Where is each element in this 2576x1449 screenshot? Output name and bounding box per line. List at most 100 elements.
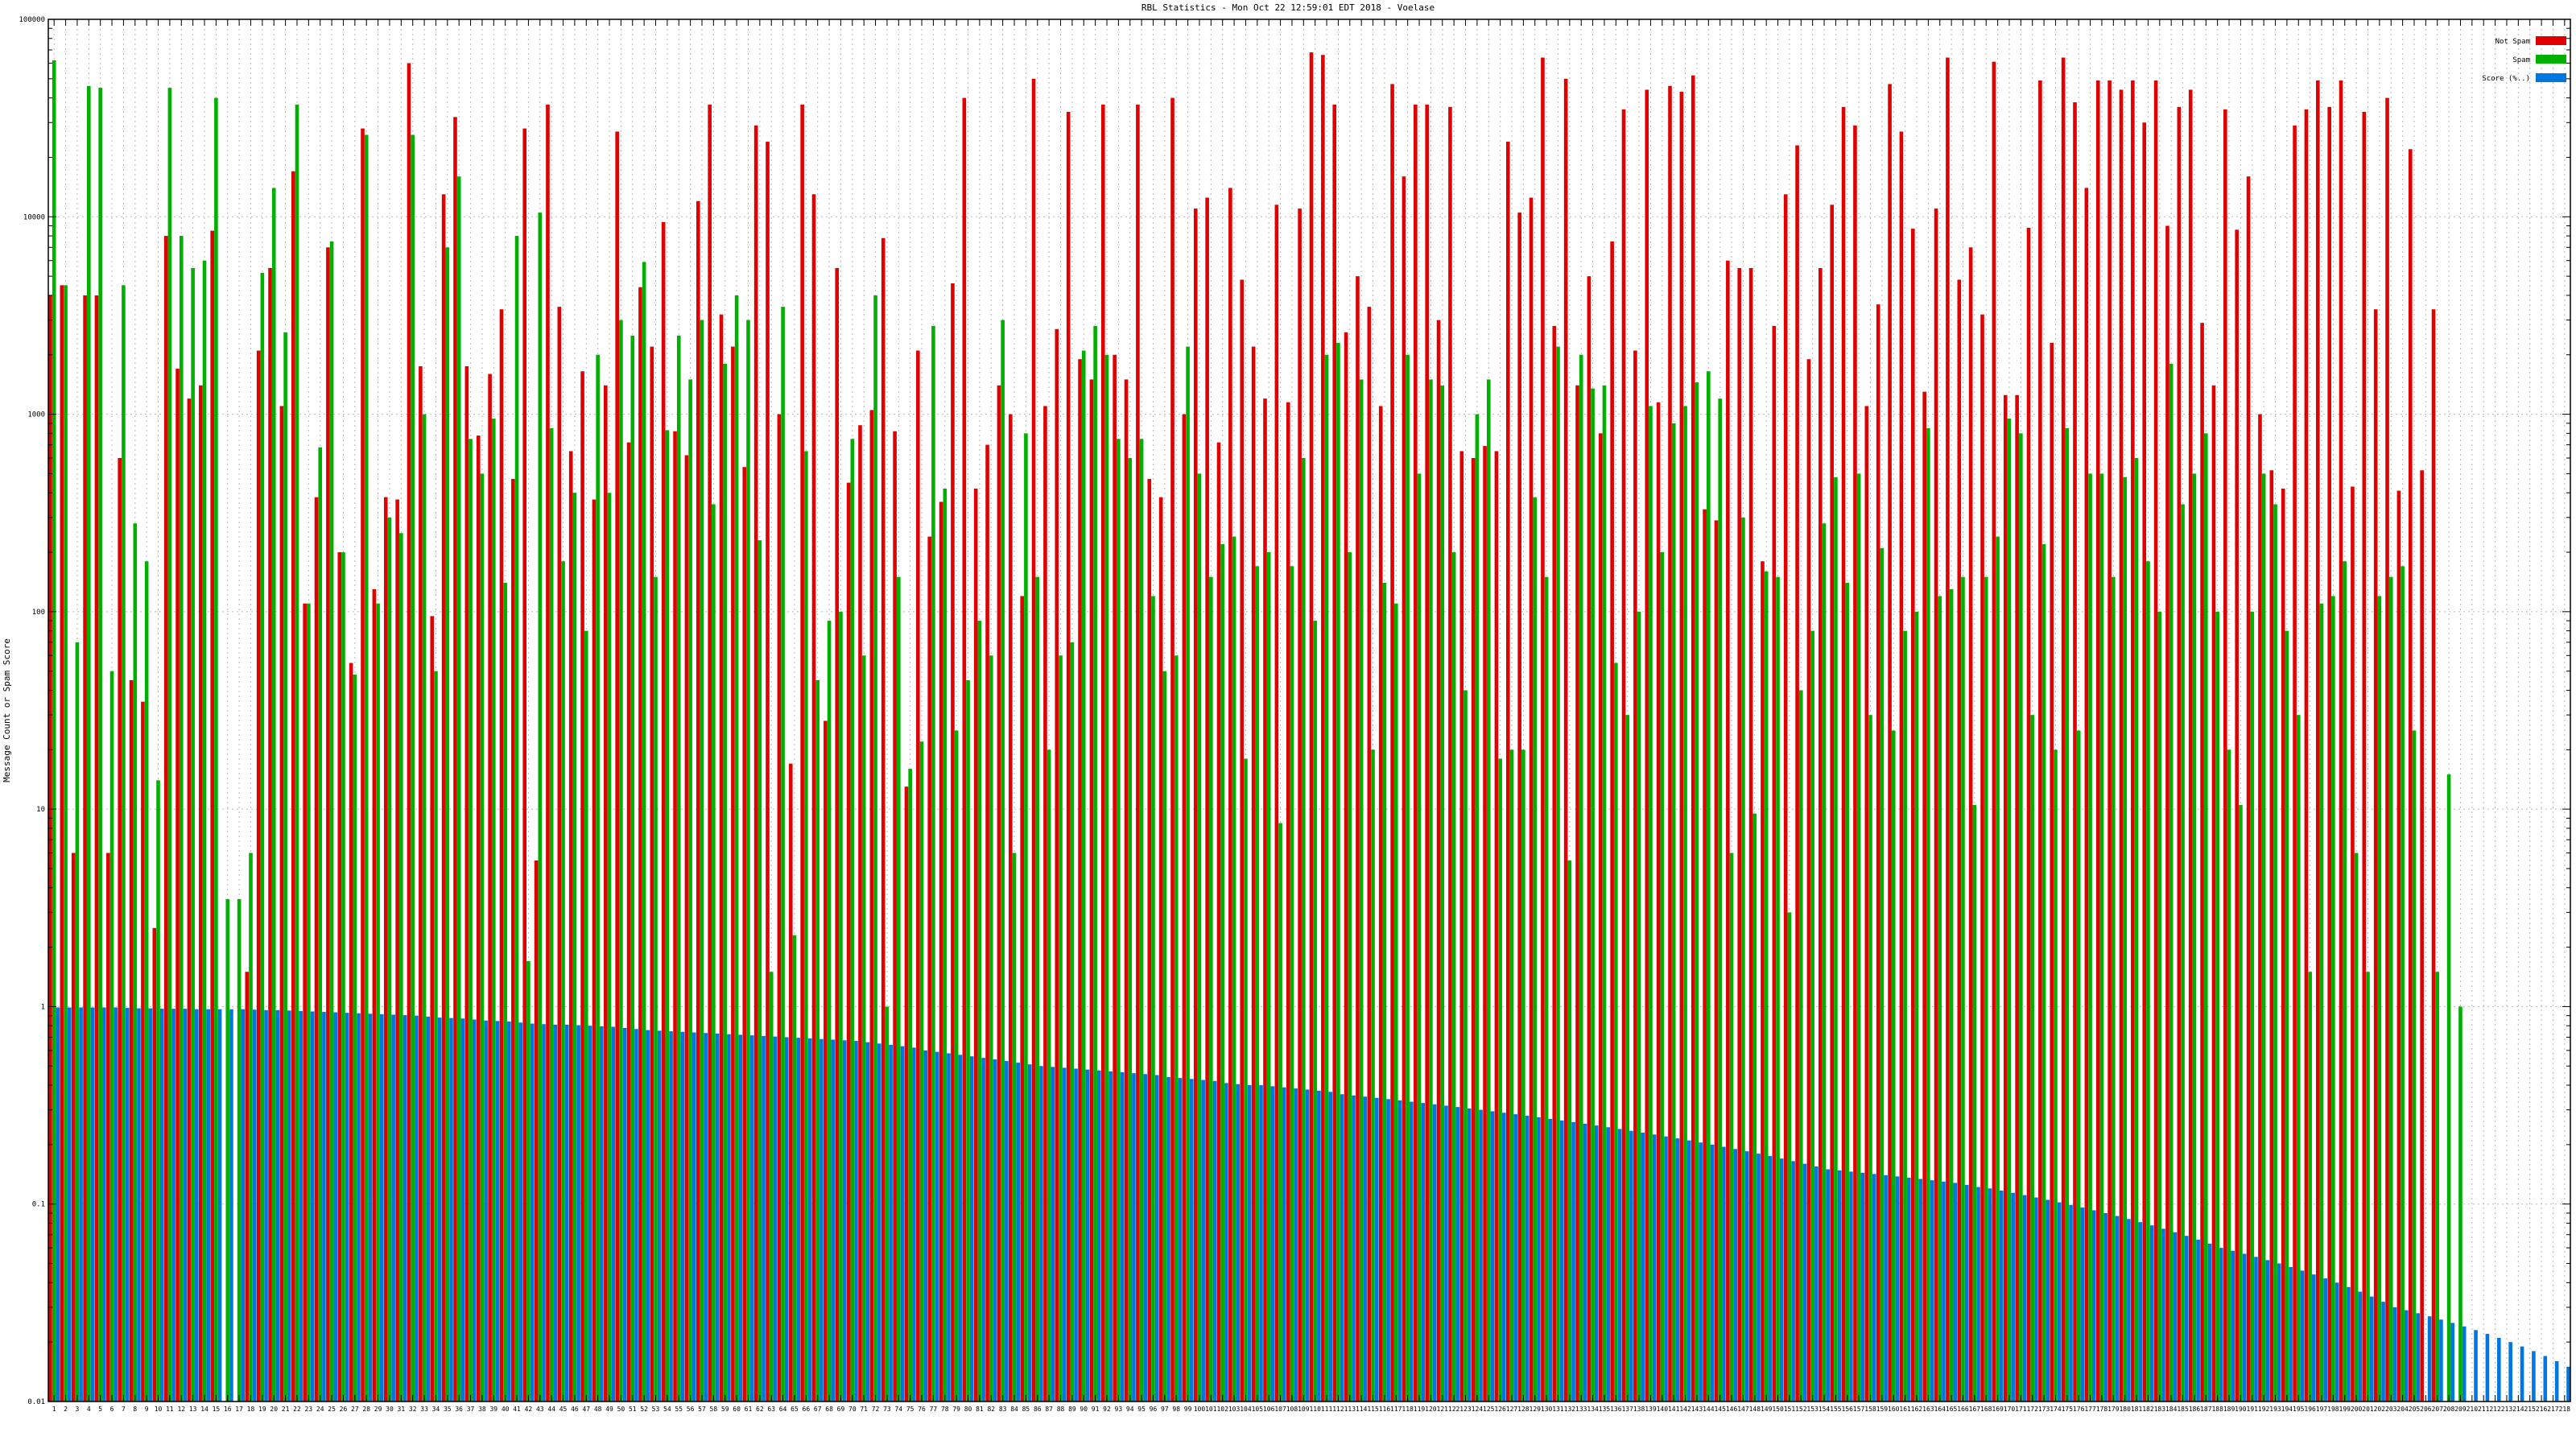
bar-score xyxy=(2277,1263,2281,1402)
x-tick-label: 30 xyxy=(386,1406,394,1413)
bar-score xyxy=(1988,1188,1992,1402)
bar-score xyxy=(1699,1142,1703,1402)
bar-score xyxy=(2207,1243,2212,1402)
bar-spam xyxy=(2157,611,2162,1402)
bar-not-spam xyxy=(997,385,1001,1402)
x-tick-label: 3 xyxy=(76,1406,80,1413)
bar-score xyxy=(1953,1183,1958,1402)
bar-not-spam xyxy=(2038,80,2042,1402)
bar-score xyxy=(1282,1087,1286,1402)
bar-spam xyxy=(214,97,218,1402)
x-tick-label: 24 xyxy=(316,1406,324,1413)
bar-spam xyxy=(1104,354,1109,1402)
bar-not-spam xyxy=(835,267,840,1402)
bar-spam xyxy=(2239,804,2243,1402)
bar-not-spam xyxy=(1078,359,1082,1402)
bar-spam xyxy=(839,611,843,1402)
bar-not-spam xyxy=(777,414,782,1402)
x-tick-label: 33 xyxy=(420,1406,428,1413)
x-tick-label: 161 xyxy=(1899,1406,1911,1413)
bar-score xyxy=(1722,1146,1726,1402)
bar-not-spam xyxy=(522,128,527,1402)
bar-score xyxy=(299,1010,303,1402)
x-tick-label: 157 xyxy=(1853,1406,1865,1413)
bar-spam xyxy=(1938,596,1942,1402)
bar-score xyxy=(1976,1187,1980,1402)
bar-not-spam xyxy=(962,97,967,1402)
bar-not-spam xyxy=(2200,323,2204,1402)
bar-spam xyxy=(1810,630,1814,1402)
x-tick-label: 105 xyxy=(1252,1406,1264,1413)
x-tick-label: 69 xyxy=(837,1406,845,1413)
x-tick-label: 47 xyxy=(582,1406,590,1413)
x-tick-label: 102 xyxy=(1216,1406,1228,1413)
x-tick-label: 59 xyxy=(721,1406,729,1413)
x-tick-label: 86 xyxy=(1034,1406,1042,1413)
bar-not-spam xyxy=(419,365,423,1402)
bar-not-spam xyxy=(279,406,284,1402)
bar-spam xyxy=(1393,603,1398,1402)
bar-score xyxy=(1247,1085,1252,1402)
x-tick-label: 160 xyxy=(1888,1406,1900,1413)
bar-not-spam xyxy=(1541,57,1545,1402)
bar-spam xyxy=(1278,823,1282,1402)
x-tick-label: 55 xyxy=(675,1406,683,1413)
bar-spam xyxy=(1371,749,1375,1402)
x-tick-label: 87 xyxy=(1045,1406,1053,1413)
bar-not-spam xyxy=(1610,241,1614,1402)
x-tick-label: 96 xyxy=(1150,1406,1158,1413)
bar-score xyxy=(1397,1100,1402,1402)
bar-score xyxy=(1571,1121,1575,1402)
bar-score xyxy=(217,1009,222,1402)
x-tick-label: 119 xyxy=(1414,1406,1426,1413)
bar-score xyxy=(2462,1326,2467,1402)
x-tick-label: 216 xyxy=(2536,1406,2548,1413)
bar-not-spam xyxy=(2235,229,2240,1402)
bar-score xyxy=(727,1034,731,1402)
x-tick-label: 129 xyxy=(1530,1406,1542,1413)
bar-not-spam xyxy=(1136,104,1140,1402)
bar-not-spam xyxy=(2095,80,2100,1402)
x-tick-label: 211 xyxy=(2478,1406,2490,1413)
bar-spam xyxy=(1868,715,1872,1402)
bar-not-spam xyxy=(1031,78,1036,1402)
bar-not-spam xyxy=(1517,213,1521,1402)
bar-not-spam xyxy=(1367,307,1372,1402)
bar-spam xyxy=(1509,749,1514,1402)
bar-score xyxy=(426,1016,431,1402)
chart-title: RBL Statistics - Mon Oct 22 12:59:01 EDT… xyxy=(1141,2,1435,13)
bar-score xyxy=(1154,1075,1159,1402)
bar-score xyxy=(842,1040,847,1402)
bar-not-spam xyxy=(1158,497,1163,1402)
x-tick-label: 185 xyxy=(2177,1406,2189,1413)
bar-score xyxy=(2022,1195,2027,1402)
legend-label: Spam xyxy=(2512,56,2530,64)
x-tick-label: 155 xyxy=(1830,1406,1842,1413)
bar-score xyxy=(264,1009,268,1402)
bar-not-spam xyxy=(1113,354,1117,1402)
bar-score xyxy=(2520,1346,2524,1402)
x-tick-label: 6 xyxy=(110,1406,114,1413)
bar-not-spam xyxy=(719,314,724,1402)
bar-spam xyxy=(329,241,334,1402)
bar-spam xyxy=(2343,561,2347,1402)
bar-spam xyxy=(1139,439,1144,1402)
x-tick-label: 63 xyxy=(767,1406,775,1413)
x-tick-label: 137 xyxy=(1621,1406,1633,1413)
bar-not-spam xyxy=(1968,247,1973,1402)
x-tick-label: 37 xyxy=(467,1406,475,1413)
bar-not-spam xyxy=(1147,479,1152,1402)
bar-score xyxy=(1942,1181,1946,1402)
bar-not-spam xyxy=(268,267,272,1402)
bar-score xyxy=(1548,1118,1553,1402)
x-tick-label: 127 xyxy=(1506,1406,1518,1413)
bar-spam xyxy=(712,504,716,1402)
bar-score xyxy=(784,1037,789,1402)
bar-score xyxy=(229,1009,233,1402)
bar-not-spam xyxy=(256,350,261,1402)
bar-not-spam xyxy=(2281,488,2285,1402)
bar-not-spam xyxy=(1043,406,1047,1402)
bar-score xyxy=(1802,1163,1807,1402)
bar-score xyxy=(993,1059,997,1402)
bar-spam xyxy=(1856,473,1861,1402)
